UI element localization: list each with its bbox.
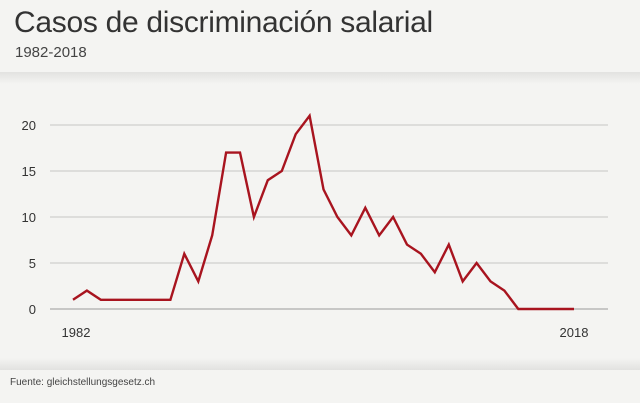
footer-divider-band [0,358,640,370]
series-lines [72,112,574,311]
y-tick-label: 15 [22,164,36,179]
y-tick-label: 5 [29,256,36,271]
header-divider-band [0,72,640,84]
chart-header: Casos de discriminación salarial 1982-20… [0,0,640,72]
y-tick-label: 20 [22,118,36,133]
series-line-0 [72,112,574,311]
y-axis-ticks: 0 5 10 15 20 [22,118,36,317]
x-tick-label-end: 2018 [560,325,589,340]
x-axis-ticks: 1982 2018 [62,325,589,340]
y-tick-label: 10 [22,210,36,225]
line-chart: 0 5 10 15 20 1982 2018 [22,112,608,340]
grid-lines [50,124,608,310]
chart-title: Casos de discriminación salarial [14,6,433,39]
y-tick-label: 0 [29,302,36,317]
source-note: Fuente: gleichstellungsgesetz.ch [10,377,156,388]
chart-subtitle: 1982-2018 [15,44,87,61]
x-tick-label-start: 1982 [62,325,91,340]
